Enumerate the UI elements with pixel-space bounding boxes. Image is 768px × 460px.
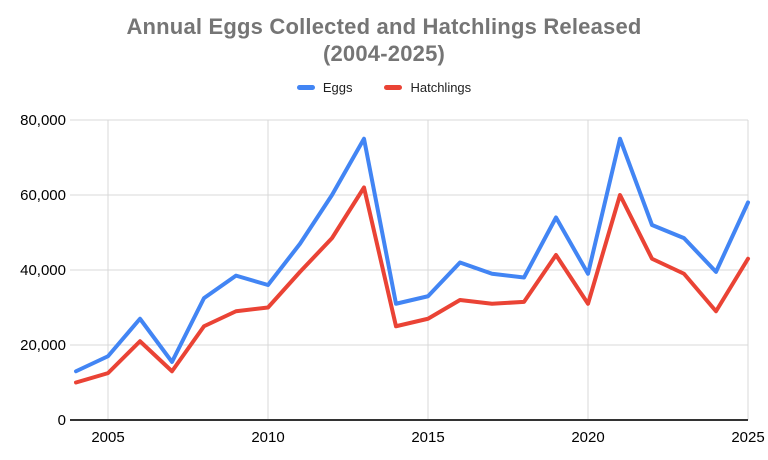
hatchlings-series-swatch-icon <box>384 85 403 90</box>
legend-label-eggs: Eggs <box>322 80 353 95</box>
y-axis-tick-label: 80,000 <box>20 112 66 129</box>
legend-label-hatchlings: Hatchlings <box>410 80 472 95</box>
x-axis-tick-label: 2010 <box>251 429 284 446</box>
x-axis-tick-label: 2015 <box>411 429 444 446</box>
eggs-series-swatch-icon <box>296 85 315 90</box>
x-axis-tick-label: 2005 <box>91 429 124 446</box>
y-axis-tick-label: 40,000 <box>20 262 66 279</box>
y-axis-tick-label: 60,000 <box>20 187 66 204</box>
x-axis-tick-label: 2025 <box>731 429 764 446</box>
y-axis-tick-label: 0 <box>58 412 66 429</box>
chart-title-line2: (2004-2025) <box>322 41 446 66</box>
chart-title-line1: Annual Eggs Collected and Hatchlings Rel… <box>126 14 642 39</box>
y-axis-tick-label: 20,000 <box>20 337 66 354</box>
legend-item-hatchlings[interactable]: Hatchlings <box>384 80 471 95</box>
chart-legend: Eggs Hatchlings <box>0 80 768 95</box>
legend-item-eggs[interactable]: Eggs <box>296 80 353 95</box>
eggs-series-line <box>74 136 750 374</box>
hatchlings-series-line <box>74 185 750 385</box>
x-axis-tick-label: 2020 <box>571 429 604 446</box>
chart-title: Annual Eggs Collected and Hatchlings Rel… <box>0 13 768 67</box>
